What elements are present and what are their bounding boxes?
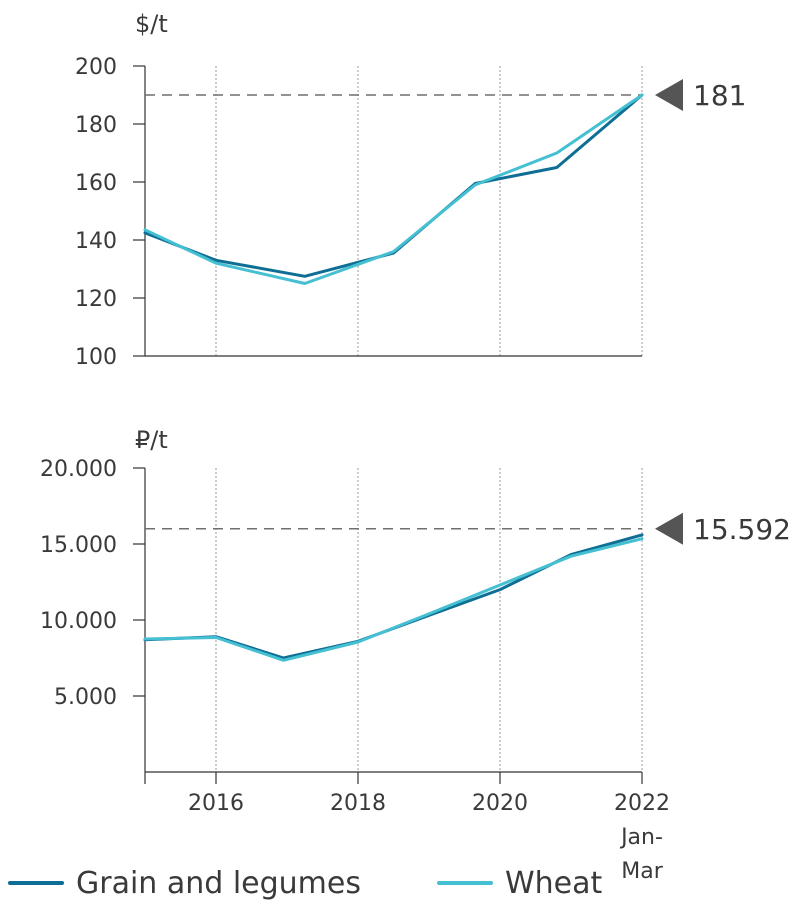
x-tick-sublabel: Jan- bbox=[619, 825, 663, 850]
x-tick-label: 2020 bbox=[472, 791, 528, 816]
x-tick-sublabel: Mar bbox=[621, 859, 663, 884]
rub-callout-marker-icon bbox=[655, 512, 683, 545]
rub-series-line-wheat bbox=[143, 537, 644, 662]
rub-y-tick-label: 10.000 bbox=[40, 609, 117, 634]
rub-y-tick-label: 15.000 bbox=[40, 533, 117, 558]
usd-y-tick-label: 140 bbox=[75, 229, 117, 254]
legend: Grain and legumes Wheat bbox=[8, 866, 603, 901]
usd-y-unit-label: $/t bbox=[135, 10, 168, 38]
usd-series-line-grain-and-legumes bbox=[143, 93, 644, 278]
rub-y-tick-label: 20.000 bbox=[40, 457, 117, 482]
usd-callout-value: 181 bbox=[693, 79, 746, 112]
chart-panel-rub: 5.000 10.000 15.000 20.000 ₽/t 15.592 bbox=[40, 426, 791, 773]
usd-callout-marker-icon bbox=[655, 79, 683, 111]
usd-y-tick-label: 120 bbox=[75, 287, 117, 312]
x-tick-label: 2022 bbox=[614, 791, 670, 816]
usd-series-line-wheat bbox=[143, 93, 644, 285]
rub-y-tick-label: 5.000 bbox=[54, 685, 117, 710]
usd-y-tick-label: 160 bbox=[75, 171, 117, 196]
legend-label: Wheat bbox=[505, 866, 603, 901]
x-tick-label: 2016 bbox=[188, 791, 244, 816]
legend-label: Grain and legumes bbox=[76, 866, 361, 901]
rub-y-unit-label: ₽/t bbox=[135, 426, 168, 454]
usd-y-tick-label: 100 bbox=[75, 345, 117, 370]
x-axis: 2016 2018 2020 2022 Jan- Mar bbox=[144, 772, 670, 884]
usd-y-tick-label: 200 bbox=[75, 55, 117, 80]
x-tick-label: 2018 bbox=[330, 791, 386, 816]
rub-callout-value: 15.592 bbox=[693, 513, 791, 546]
chart-panel-usd: 100 120 140 160 180 200 $/t 181 bbox=[75, 10, 746, 370]
usd-y-tick-label: 180 bbox=[75, 113, 117, 138]
